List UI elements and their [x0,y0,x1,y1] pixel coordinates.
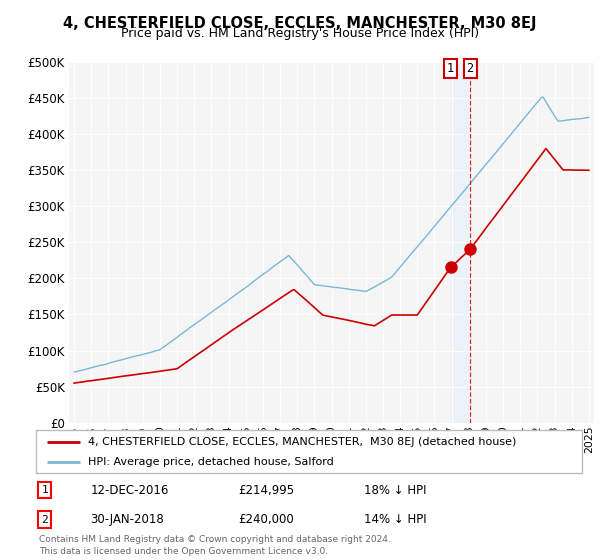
FancyBboxPatch shape [36,430,582,473]
Text: 2: 2 [41,515,48,525]
Text: £214,995: £214,995 [238,484,294,497]
Text: Contains HM Land Registry data © Crown copyright and database right 2024.
This d: Contains HM Land Registry data © Crown c… [39,535,391,556]
Text: HPI: Average price, detached house, Salford: HPI: Average price, detached house, Salf… [88,457,334,467]
Text: 1: 1 [447,62,454,76]
Text: Price paid vs. HM Land Registry's House Price Index (HPI): Price paid vs. HM Land Registry's House … [121,27,479,40]
Text: 18% ↓ HPI: 18% ↓ HPI [364,484,426,497]
Text: £240,000: £240,000 [238,513,294,526]
Text: 1: 1 [41,485,48,495]
Bar [451,62,470,423]
Text: 4, CHESTERFIELD CLOSE, ECCLES, MANCHESTER,  M30 8EJ (detached house): 4, CHESTERFIELD CLOSE, ECCLES, MANCHESTE… [88,437,516,447]
Text: 30-JAN-2018: 30-JAN-2018 [91,513,164,526]
Text: 12-DEC-2016: 12-DEC-2016 [91,484,169,497]
Text: 4, CHESTERFIELD CLOSE, ECCLES, MANCHESTER, M30 8EJ: 4, CHESTERFIELD CLOSE, ECCLES, MANCHESTE… [63,16,537,31]
Text: 14% ↓ HPI: 14% ↓ HPI [364,513,426,526]
Text: 2: 2 [467,62,473,76]
